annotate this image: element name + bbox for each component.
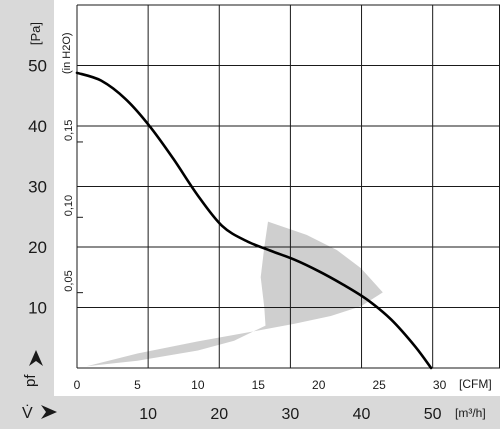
pressure-axis-symbol: pf <box>22 374 39 387</box>
label-layer: 10 20 30 40 50 0,05 0,10 0,15 0 5 10 15 20 25 30 10 20 30… <box>28 57 446 424</box>
flow-axis-symbol: V̇ <box>22 404 33 422</box>
x-cfm-tick-label: 10 <box>191 378 205 392</box>
fan-curve-line <box>75 71 433 370</box>
x-cfm-tick-label: 5 <box>134 378 141 392</box>
left-axis-panel <box>0 0 54 429</box>
y-pa-tick-label: 20 <box>28 238 47 257</box>
x-m3h-tick-label: 20 <box>210 406 228 423</box>
pressure-axis-arrow-icon <box>29 350 43 366</box>
y-pa-tick-label: 40 <box>28 117 47 136</box>
curve-layer <box>75 71 433 370</box>
x-top-unit-label: [CFM] <box>459 377 492 391</box>
y-inh2o-tick-label: 0,10 <box>63 195 75 216</box>
x-m3h-tick-label: 40 <box>353 406 371 423</box>
x-m3h-tick-label: 50 <box>424 406 442 423</box>
x-cfm-tick-label: 15 <box>252 378 266 392</box>
y-inner-unit-label: (in H2O) <box>61 32 73 74</box>
x-cfm-tick-label: 30 <box>433 378 447 392</box>
y-pa-tick-label: 50 <box>28 57 47 76</box>
x-m3h-tick-label: 10 <box>139 406 157 423</box>
y-pa-tick-label: 30 <box>28 178 47 197</box>
y-inh2o-tick-label: 0,15 <box>63 120 75 141</box>
x-cfm-tick-label: 25 <box>372 378 386 392</box>
grid-layer <box>76 4 500 369</box>
x-cfm-tick-label: 20 <box>312 378 326 392</box>
x-bottom-unit-label: [m³/h] <box>455 406 486 420</box>
working-area-layer <box>86 221 383 367</box>
y-left-unit-label: [Pa] <box>28 22 43 45</box>
y-inh2o-tick-label: 0,05 <box>63 270 75 291</box>
y-pa-tick-label: 10 <box>28 299 47 318</box>
bottom-axis-panel <box>0 396 500 429</box>
x-cfm-tick-label: 0 <box>74 378 81 392</box>
working-area-shape <box>86 221 383 367</box>
x-m3h-tick-label: 30 <box>282 406 300 423</box>
flow-axis-arrow-icon <box>41 405 57 419</box>
